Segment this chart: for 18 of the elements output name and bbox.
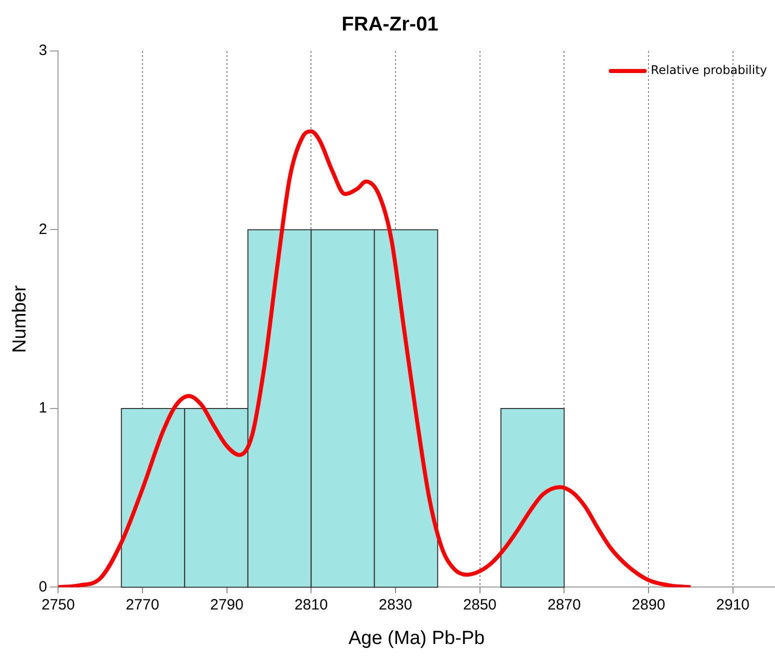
chart-title: FRA-Zr-01 bbox=[342, 14, 438, 36]
x-tick-label: 2770 bbox=[126, 596, 160, 614]
x-tick-label: 2890 bbox=[632, 596, 666, 614]
x-tick-label: 2790 bbox=[210, 596, 244, 614]
y-axis-title: Number bbox=[10, 284, 31, 353]
line-series bbox=[58, 129, 693, 588]
legend-label: Relative probability bbox=[650, 63, 767, 78]
x-tick-label: 2830 bbox=[378, 596, 412, 614]
x-tick-label: 2910 bbox=[716, 596, 750, 614]
x-tick-label: 2750 bbox=[41, 596, 75, 614]
y-tick-label: 3 bbox=[38, 42, 48, 60]
x-axis-title: Age (Ma) Pb-Pb bbox=[348, 628, 485, 649]
y-tick-label: 2 bbox=[38, 220, 48, 238]
x-tick-label: 2810 bbox=[294, 596, 328, 614]
x-tick-label: 2850 bbox=[463, 596, 497, 614]
x-tick-label: 2870 bbox=[547, 596, 581, 614]
y-tick-label: 1 bbox=[38, 400, 48, 417]
y-tick-label: 0 bbox=[38, 578, 48, 596]
